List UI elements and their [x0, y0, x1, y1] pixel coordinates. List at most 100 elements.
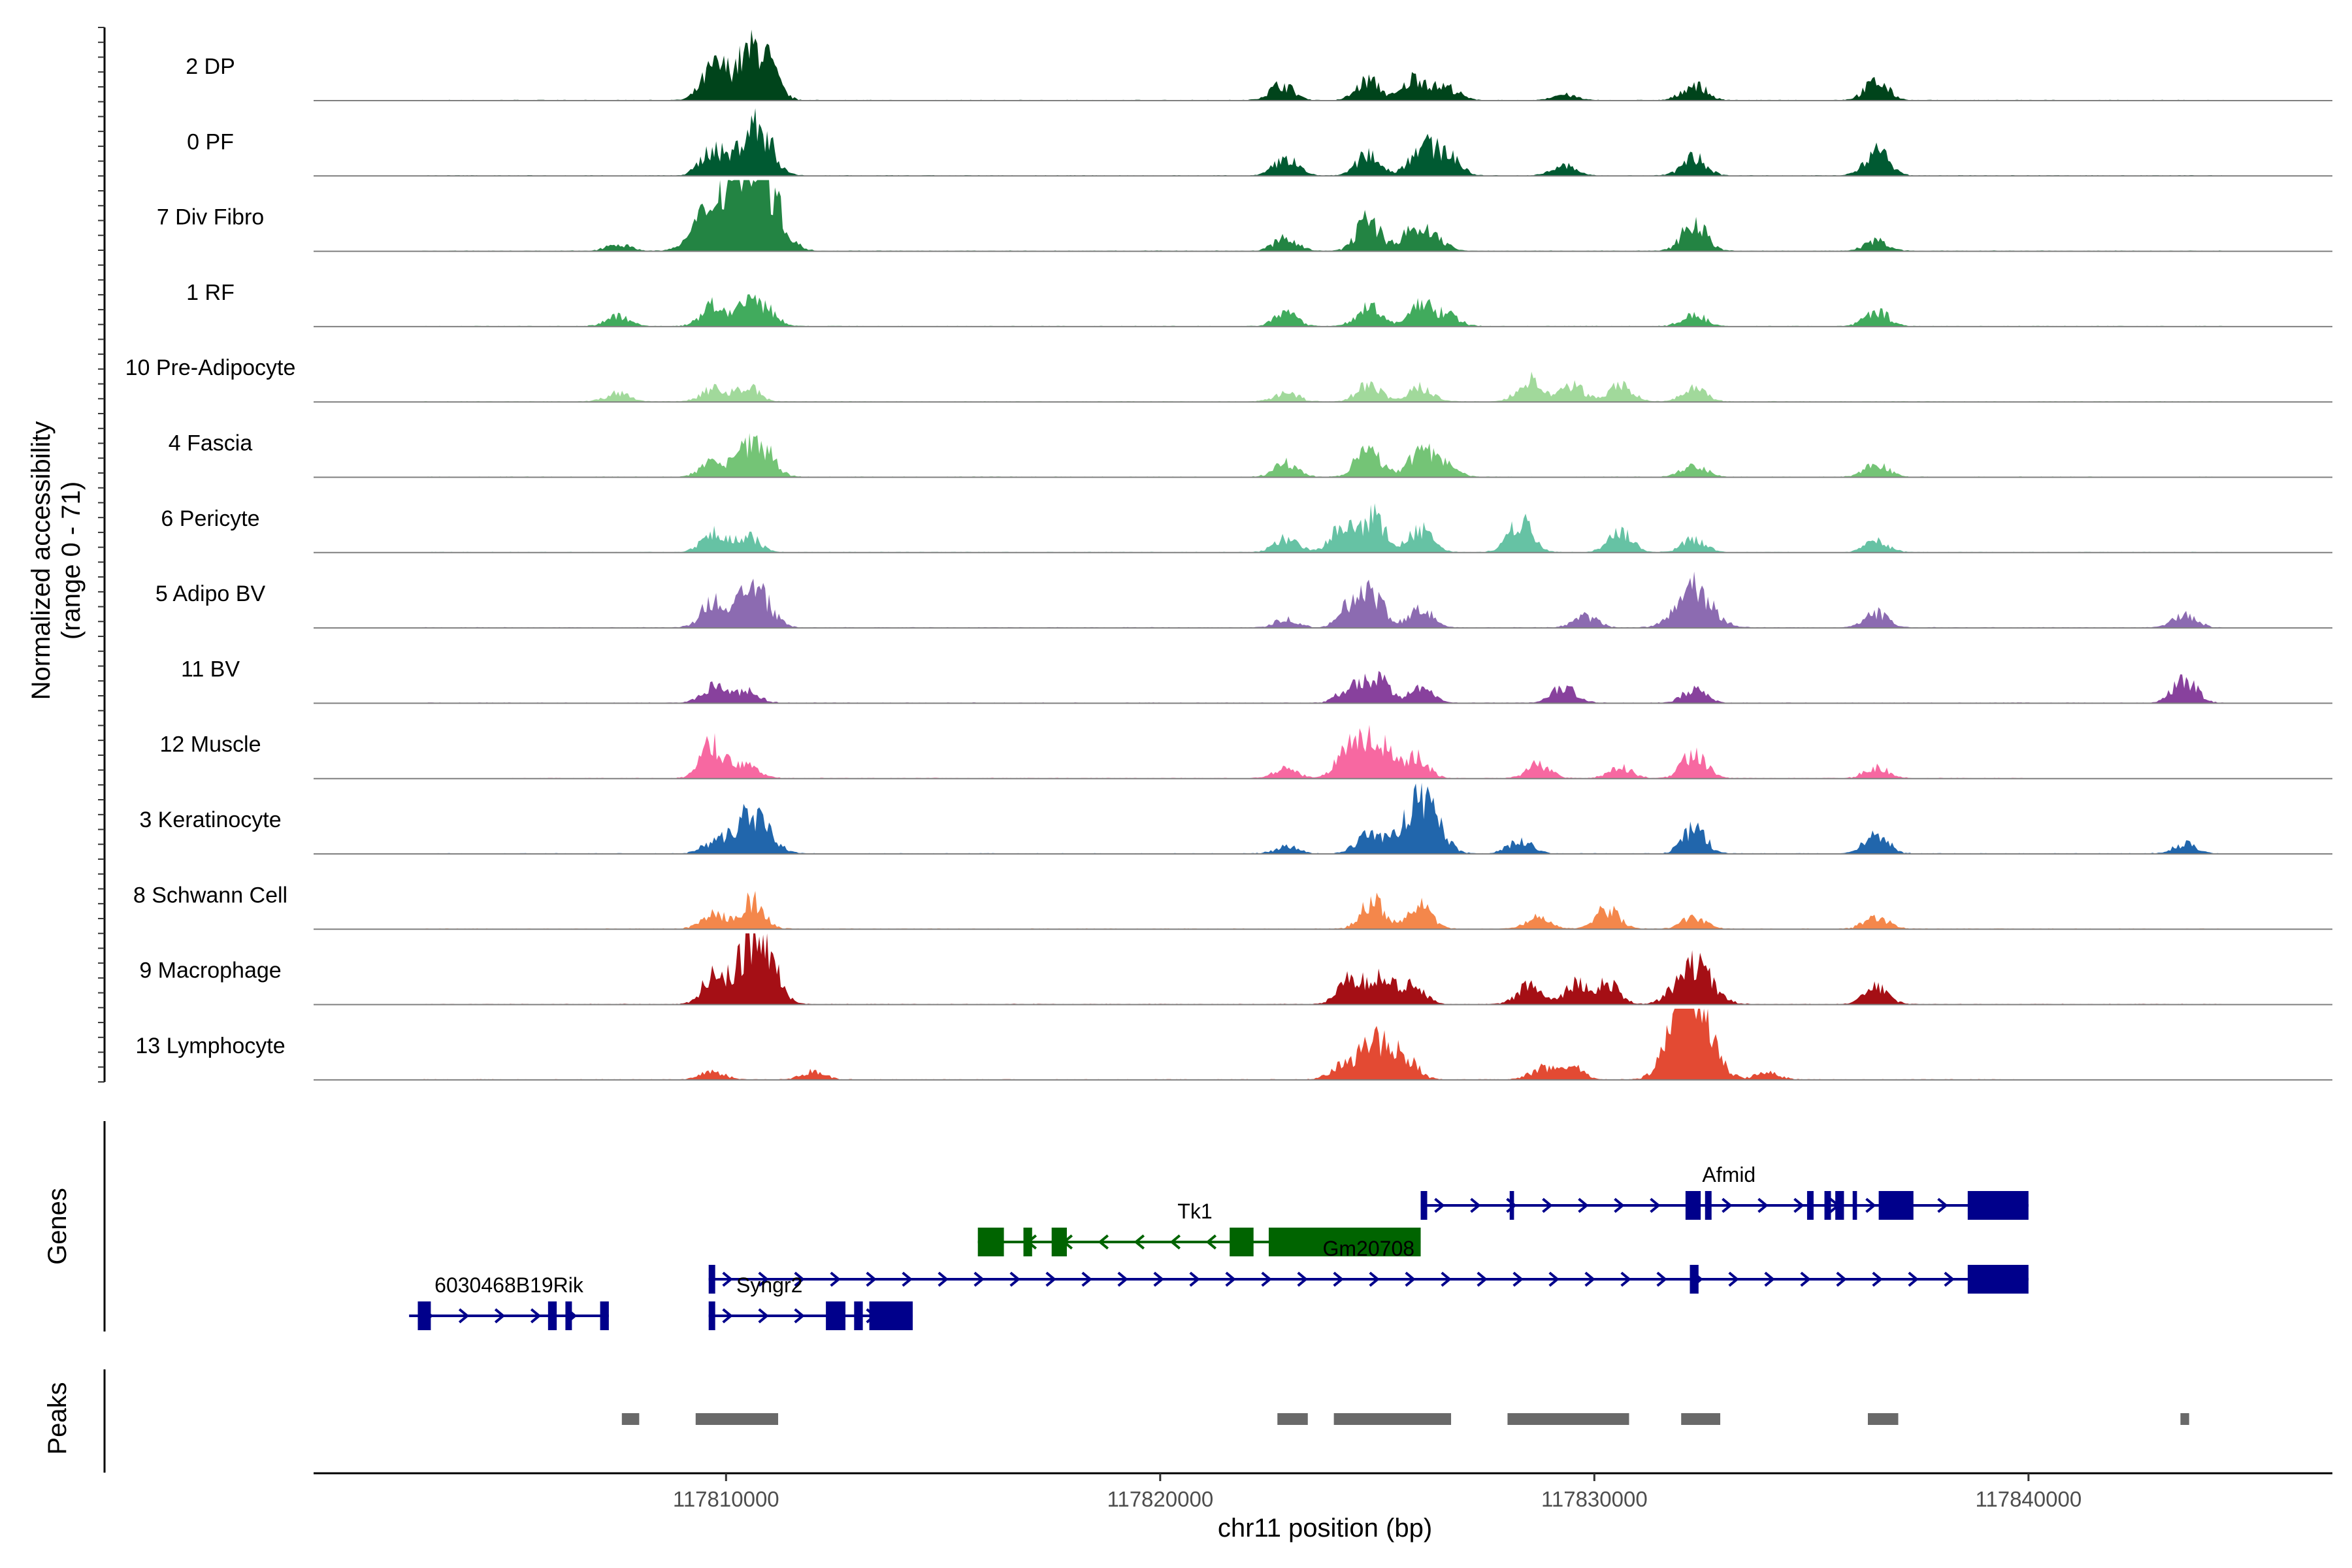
strand-arrow: [1261, 1271, 1272, 1287]
gene-exon: [1806, 1191, 1814, 1220]
track-label: 7 Div Fibro: [157, 205, 264, 230]
track-label: 12 Muscle: [160, 732, 261, 757]
gene-label: Syngr2: [736, 1273, 802, 1297]
gene-label: Gm20708: [1323, 1237, 1415, 1260]
strand-arrow: [794, 1308, 805, 1324]
coverage-area: [422, 503, 2224, 553]
gene-exon: [1685, 1191, 1701, 1220]
track-label: 5 Adipo BV: [155, 581, 266, 606]
strand-arrow: [1098, 1234, 1109, 1250]
coverage-track: 13 Lymphocyte: [135, 1008, 2332, 1081]
gene-exon: [1705, 1191, 1712, 1220]
strand-arrow: [1441, 1271, 1452, 1287]
track-label: 13 Lymphocyte: [135, 1034, 285, 1058]
coverage-area: [422, 108, 2224, 176]
strand-arrow: [1757, 1198, 1769, 1213]
gene-model: Gm20708: [708, 1237, 2029, 1294]
gene-annotation-panel: Afmid Tk1 Gm20708 6030468B19Rik Syngr2: [409, 1163, 2029, 1330]
gene-exon: [1051, 1228, 1067, 1256]
gene-label: Afmid: [1702, 1163, 1756, 1186]
gene-exon: [1824, 1191, 1831, 1220]
gene-exon: [869, 1301, 913, 1330]
coverage-track: 6 Pericyte: [161, 503, 2332, 553]
coverage-area: [422, 29, 2224, 101]
strand-arrow: [1134, 1234, 1145, 1250]
track-label: 1 RF: [186, 280, 235, 305]
track-label: 2 DP: [186, 54, 235, 79]
strand-arrow: [1793, 1198, 1805, 1213]
peaks-panel-label: Peaks: [43, 1382, 72, 1454]
strand-arrow: [1470, 1198, 1481, 1213]
strand-arrow: [722, 1271, 733, 1287]
gene-exon: [600, 1301, 609, 1330]
gene-exon: [1509, 1191, 1514, 1220]
track-label: 9 Macrophage: [139, 958, 281, 983]
x-tick-label: 117840000: [1975, 1487, 2082, 1511]
strand-arrow: [938, 1271, 949, 1287]
strand-arrow: [494, 1308, 506, 1324]
peak-region: [695, 1413, 779, 1425]
strand-arrow: [1081, 1271, 1092, 1287]
x-tick-label: 117820000: [1107, 1487, 1213, 1511]
track-label: 10 Pre-Adipocyte: [125, 355, 296, 380]
gene-exon: [1835, 1191, 1844, 1220]
coverage-track: 3 Keratinocyte: [139, 783, 2332, 855]
coverage-area: [509, 725, 2029, 779]
strand-arrow: [1908, 1271, 1919, 1287]
coverage-track: 7 Div Fibro: [157, 180, 2332, 252]
strand-arrow: [1728, 1271, 1739, 1287]
gene-exon: [547, 1301, 557, 1330]
gene-model: 6030468B19Rik: [409, 1273, 609, 1330]
strand-arrow: [1584, 1271, 1595, 1287]
gene-exon: [708, 1301, 715, 1330]
x-tick-label: 117830000: [1541, 1487, 1648, 1511]
coverage-track: 5 Adipo BV: [155, 571, 2332, 629]
strand-arrow: [1369, 1271, 1380, 1287]
gene-exon: [1967, 1191, 2029, 1220]
axes: 117810000 117820000 117830000 117840000: [98, 27, 2332, 1511]
strand-arrow: [1800, 1271, 1811, 1287]
gene-exon: [417, 1301, 431, 1330]
coverage-area: [422, 933, 2224, 1005]
strand-arrow: [973, 1271, 985, 1287]
strand-arrow: [1205, 1234, 1217, 1250]
coverage-track: 10 Pre-Adipocyte: [125, 355, 2332, 403]
strand-arrow: [758, 1271, 769, 1287]
coverage-track: 11 BV: [181, 657, 2332, 704]
coverage-track: 8 Schwann Cell: [133, 883, 2332, 930]
gene-exon: [1852, 1191, 1857, 1220]
coverage-area: [422, 1008, 2029, 1080]
coverage-track: 4 Fascia: [169, 431, 2332, 478]
coverage-area: [422, 433, 2224, 478]
coverage-track: 0 PF: [187, 108, 2332, 177]
strand-arrow: [830, 1271, 841, 1287]
track-label: 4 Fascia: [169, 431, 253, 456]
strand-arrow: [1333, 1271, 1344, 1287]
gene-label: 6030468B19Rik: [434, 1273, 584, 1297]
gene-exon: [1230, 1228, 1254, 1256]
peak-region: [1277, 1413, 1308, 1425]
gene-model: Tk1: [977, 1200, 1421, 1256]
gene-exon: [826, 1301, 846, 1330]
coverage-area: [422, 671, 2224, 704]
strand-arrow: [1434, 1198, 1445, 1213]
y-axis-title-line2: (range 0 - 71): [57, 482, 86, 640]
gene-exon: [854, 1301, 863, 1330]
peak-region: [621, 1413, 640, 1425]
gene-label: Tk1: [1177, 1200, 1212, 1223]
gene-exon: [708, 1265, 715, 1294]
peak-region: [2180, 1413, 2189, 1425]
coverage-area: [422, 371, 2224, 402]
gene-exon: [1878, 1191, 1914, 1220]
coverage-area: [422, 783, 2224, 854]
strand-arrow: [1650, 1198, 1661, 1213]
coverage-area: [422, 571, 2224, 629]
strand-arrow: [794, 1271, 805, 1287]
strand-arrow: [458, 1308, 470, 1324]
strand-arrow: [1614, 1198, 1625, 1213]
track-label: 8 Schwann Cell: [133, 883, 287, 907]
strand-arrow: [1656, 1271, 1667, 1287]
gene-exon: [565, 1301, 572, 1330]
coverage-tracks: 2 DP 0 PF 7 Div Fibro 1 RF 10 Pre-Adipocyte 4…: [125, 29, 2332, 1081]
